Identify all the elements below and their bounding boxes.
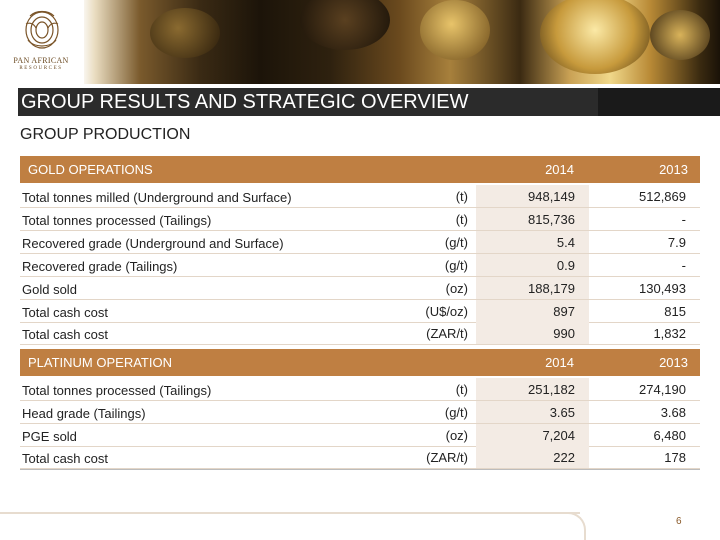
platinum-table-header: PLATINUM OPERATION 2014 2013 [20, 349, 700, 376]
value-2014-cell: 897 [476, 300, 589, 322]
row-unit: (g/t) [444, 405, 468, 420]
page-title: GROUP RESULTS AND STRATEGIC OVERVIEW [21, 91, 469, 113]
gold-year-2014-header: 2014 [545, 162, 574, 177]
value-2013: 178 [664, 450, 686, 465]
value-2013: - [681, 258, 686, 273]
row-label: Recovered grade (Tailings) [22, 259, 178, 274]
row-label: PGE sold [22, 429, 77, 444]
value-2013: 3.68 [660, 405, 686, 420]
row-unit: (U$/oz) [425, 304, 468, 319]
gold-year-2013-header: 2013 [659, 162, 688, 177]
logo-emblem-icon [25, 10, 59, 49]
value-2013: 512,869 [639, 189, 686, 204]
platinum-year-2013-header: 2013 [659, 355, 688, 370]
row-unit: (g/t) [444, 235, 468, 250]
gold-nugget-shape [650, 10, 710, 60]
title-bar: GROUP RESULTS AND STRATEGIC OVERVIEW [18, 88, 720, 116]
row-label: Total cash cost [22, 327, 108, 342]
value-2013: 6,480 [653, 428, 686, 443]
row-label: Recovered grade (Underground and Surface… [22, 236, 284, 251]
value-2014-cell: 188,179 [476, 277, 589, 299]
row-unit: (t) [455, 212, 468, 227]
value-2014: 251,182 [528, 382, 575, 397]
row-unit: (t) [455, 189, 468, 204]
value-2014: 990 [553, 326, 575, 341]
table-bottom-rule [20, 469, 700, 470]
page-number: 6 [676, 516, 682, 527]
value-2014: 0.9 [556, 258, 575, 273]
logo-subtext: RESOURCES [19, 66, 63, 71]
value-2013: 815 [664, 304, 686, 319]
header-banner-image [0, 0, 720, 84]
footer-rule [0, 512, 580, 514]
table-row: Total cash cost (ZAR/t) 990 1,832 [20, 322, 700, 345]
value-2014: 3.65 [549, 405, 575, 420]
table-row: Total tonnes processed (Tailings) (t) 81… [20, 208, 700, 231]
row-label: Total cash cost [22, 451, 108, 466]
value-2013: 1,832 [653, 326, 686, 341]
table-row: PGE sold (oz) 7,204 6,480 [20, 424, 700, 447]
value-2014-cell: 815,736 [476, 208, 589, 230]
table-row: Total cash cost (U$/oz) 897 815 [20, 300, 700, 323]
value-2014-cell: 5.4 [476, 231, 589, 253]
value-2014: 5.4 [556, 235, 575, 250]
value-2014-cell: 3.65 [476, 401, 589, 423]
value-2014-cell: 948,149 [476, 185, 589, 207]
platinum-section-label: PLATINUM OPERATION [28, 355, 172, 370]
row-unit: (oz) [445, 281, 468, 296]
value-2014-cell: 0.9 [476, 254, 589, 276]
row-label: Total cash cost [22, 305, 108, 320]
value-2014-cell: 7,204 [476, 424, 589, 446]
value-2014-cell: 251,182 [476, 378, 589, 400]
footer-curve [556, 512, 586, 540]
value-2014-cell: 990 [476, 322, 589, 344]
row-unit: (ZAR/t) [426, 326, 468, 341]
row-unit: (oz) [445, 428, 468, 443]
gold-nugget-shape [150, 8, 220, 58]
value-2014: 188,179 [528, 281, 575, 296]
value-2014: 948,149 [528, 189, 575, 204]
company-logo: PAN AFRICAN RESOURCES [0, 0, 84, 84]
table-row: Head grade (Tailings) (g/t) 3.65 3.68 [20, 401, 700, 424]
value-2014: 222 [553, 450, 575, 465]
value-2014: 897 [553, 304, 575, 319]
value-2014: 815,736 [528, 212, 575, 227]
gold-nugget-shape [540, 0, 650, 74]
value-2013: - [681, 212, 686, 227]
row-label: Gold sold [22, 282, 77, 297]
table-row: Total cash cost (ZAR/t) 222 178 [20, 446, 700, 469]
row-label: Total tonnes processed (Tailings) [22, 383, 212, 398]
row-label: Total tonnes milled (Underground and Sur… [22, 190, 292, 205]
gold-section-label: GOLD OPERATIONS [28, 162, 153, 177]
gold-nugget-shape [300, 0, 390, 50]
gold-table-header: GOLD OPERATIONS 2014 2013 [20, 156, 700, 183]
gold-nugget-shape [420, 0, 490, 60]
value-2013: 7.9 [667, 235, 686, 250]
value-2013: 130,493 [639, 281, 686, 296]
value-2013: 274,190 [639, 382, 686, 397]
row-label: Total tonnes processed (Tailings) [22, 213, 212, 228]
row-unit: (t) [455, 382, 468, 397]
platinum-year-2014-header: 2014 [545, 355, 574, 370]
row-unit: (ZAR/t) [426, 450, 468, 465]
value-2014: 7,204 [542, 428, 575, 443]
table-row: Total tonnes processed (Tailings) (t) 25… [20, 378, 700, 401]
value-2014-cell: 222 [476, 446, 589, 468]
table-row: Gold sold (oz) 188,179 130,493 [20, 277, 700, 300]
table-row: Recovered grade (Underground and Surface… [20, 231, 700, 254]
row-label: Head grade (Tailings) [22, 406, 146, 421]
title-bar-fill [18, 88, 598, 116]
row-unit: (g/t) [444, 258, 468, 273]
table-row: Total tonnes milled (Underground and Sur… [20, 185, 700, 208]
logo-wordmark: PAN AFRICAN [13, 56, 69, 65]
section-subtitle: GROUP PRODUCTION [20, 126, 191, 143]
table-row: Recovered grade (Tailings) (g/t) 0.9 - [20, 254, 700, 277]
